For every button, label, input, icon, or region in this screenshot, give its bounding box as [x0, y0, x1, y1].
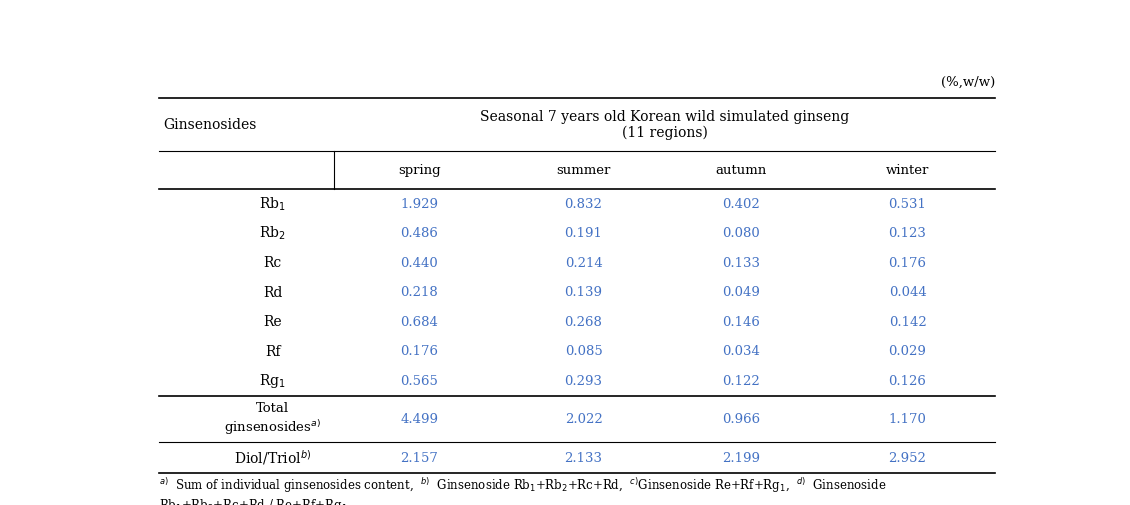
Text: 4.499: 4.499	[400, 413, 438, 426]
Text: 2.952: 2.952	[888, 451, 927, 465]
Text: 1.929: 1.929	[400, 197, 438, 211]
Text: Rg$_1$: Rg$_1$	[259, 372, 286, 390]
Text: 0.684: 0.684	[400, 316, 438, 329]
Text: Rb$_1$: Rb$_1$	[259, 195, 286, 213]
Text: spring: spring	[398, 164, 441, 177]
Text: 0.486: 0.486	[400, 227, 438, 240]
Text: $^{a)}$  Sum of individual ginsenosides content,  $^{b)}$  Ginsenoside Rb$_1$+Rb: $^{a)}$ Sum of individual ginsenosides c…	[158, 476, 886, 505]
Text: 0.029: 0.029	[888, 345, 927, 359]
Text: 2.133: 2.133	[565, 451, 602, 465]
Text: 0.402: 0.402	[722, 197, 760, 211]
Text: Rb$_2$: Rb$_2$	[259, 225, 286, 242]
Text: 0.044: 0.044	[888, 286, 927, 299]
Text: 0.133: 0.133	[722, 257, 760, 270]
Text: Ginsenosides: Ginsenosides	[163, 118, 257, 132]
Text: 2.157: 2.157	[400, 451, 438, 465]
Text: 0.832: 0.832	[565, 197, 602, 211]
Text: Total
ginsenosides$^{a)}$: Total ginsenosides$^{a)}$	[224, 402, 321, 437]
Text: 0.049: 0.049	[722, 286, 760, 299]
Text: 0.218: 0.218	[400, 286, 438, 299]
Text: 1.170: 1.170	[888, 413, 927, 426]
Text: (%,w/w): (%,w/w)	[941, 76, 996, 89]
Text: 0.565: 0.565	[400, 375, 438, 388]
Text: 0.123: 0.123	[888, 227, 927, 240]
Text: 0.176: 0.176	[400, 345, 438, 359]
Text: Rc: Rc	[263, 256, 281, 270]
Text: 2.199: 2.199	[722, 451, 760, 465]
Text: 0.531: 0.531	[888, 197, 927, 211]
Text: Rf: Rf	[264, 345, 280, 359]
Text: 0.966: 0.966	[722, 413, 760, 426]
Text: Re: Re	[263, 315, 281, 329]
Text: 0.214: 0.214	[565, 257, 602, 270]
Text: 0.293: 0.293	[565, 375, 602, 388]
Text: 0.034: 0.034	[722, 345, 760, 359]
Text: 2.022: 2.022	[565, 413, 602, 426]
Text: 0.146: 0.146	[722, 316, 760, 329]
Text: winter: winter	[886, 164, 929, 177]
Text: 0.268: 0.268	[565, 316, 602, 329]
Text: autumn: autumn	[715, 164, 767, 177]
Text: Seasonal 7 years old Korean wild simulated ginseng
(11 regions): Seasonal 7 years old Korean wild simulat…	[480, 110, 849, 140]
Text: Diol/Triol$^{b)}$: Diol/Triol$^{b)}$	[234, 448, 311, 468]
Text: 0.126: 0.126	[888, 375, 927, 388]
Text: 0.440: 0.440	[400, 257, 438, 270]
Text: 0.142: 0.142	[888, 316, 927, 329]
Text: 0.085: 0.085	[565, 345, 602, 359]
Text: 0.080: 0.080	[722, 227, 760, 240]
Text: Rd: Rd	[263, 286, 282, 300]
Text: 0.139: 0.139	[565, 286, 602, 299]
Text: 0.191: 0.191	[565, 227, 602, 240]
Text: 0.122: 0.122	[722, 375, 760, 388]
Text: summer: summer	[556, 164, 610, 177]
Text: 0.176: 0.176	[888, 257, 927, 270]
